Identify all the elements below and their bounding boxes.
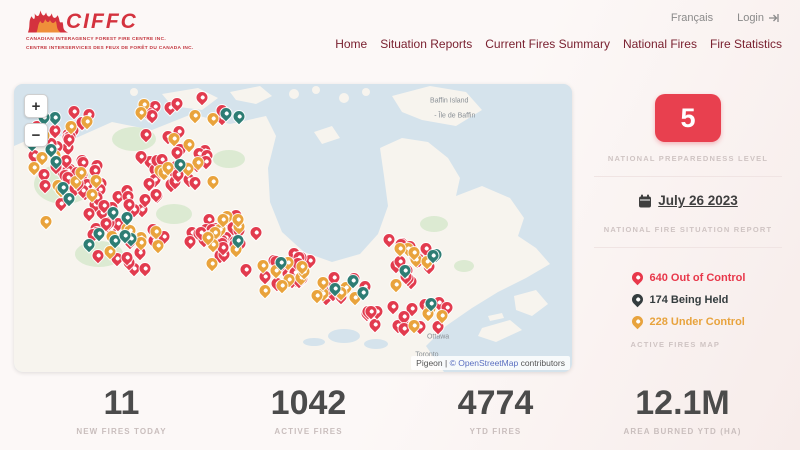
preparedness-section: 5 NATIONAL PREPAREDNESS LEVEL bbox=[586, 88, 790, 176]
calendar-icon bbox=[639, 194, 652, 207]
top-utility-links: Français Login bbox=[671, 12, 780, 24]
fire-marker[interactable] bbox=[36, 178, 53, 194]
login-icon bbox=[769, 14, 779, 22]
stat-ytd-fires-value: 4774 bbox=[457, 384, 534, 422]
out-of-control-pin-icon bbox=[629, 269, 645, 285]
legend-out-of-control: 640 Out of Control bbox=[629, 269, 746, 286]
preparedness-label: NATIONAL PREPAREDNESS LEVEL bbox=[607, 154, 769, 163]
logo-subtitle-en: CANADIAN INTERAGENCY FOREST FIRE CENTRE … bbox=[26, 37, 166, 42]
stat-new-fires-label: NEW FIRES TODAY bbox=[76, 427, 167, 436]
fire-marker[interactable] bbox=[247, 224, 264, 241]
stat-new-fires-value: 11 bbox=[103, 384, 140, 422]
fire-marker[interactable] bbox=[38, 213, 54, 230]
stat-ytd-fires: 4774 YTD FIRES bbox=[402, 384, 589, 436]
preparedness-level-badge: 5 bbox=[655, 94, 721, 142]
ciffc-logo[interactable]: CIFFC CANADIAN INTERAGENCY FOREST FIRE C… bbox=[26, 8, 216, 52]
legend-under-control: 228 Under Control bbox=[629, 313, 746, 330]
under-control-pin-icon bbox=[629, 313, 645, 329]
logo-subtitle-fr: CENTRE INTERSERVICES DES FEUX DE FORÊT D… bbox=[26, 46, 194, 52]
stat-active-fires-value: 1042 bbox=[270, 384, 347, 422]
map-place-label: Toronto bbox=[415, 351, 439, 359]
login-label: Login bbox=[737, 12, 764, 24]
active-fires-map-label: ACTIVE FIRES MAP bbox=[630, 339, 721, 349]
nav-national-fires[interactable]: National Fires bbox=[622, 37, 697, 51]
stat-active-fires: 1042 ACTIVE FIRES bbox=[215, 384, 402, 436]
nav-fire-statistics[interactable]: Fire Statistics bbox=[709, 37, 782, 51]
fire-marker[interactable] bbox=[238, 261, 255, 277]
stat-area-burned: 12.1M AREA BURNED YTD (HA) bbox=[589, 384, 776, 436]
fire-marker[interactable] bbox=[231, 108, 248, 125]
status-sidebar: 5 NATIONAL PREPAREDNESS LEVEL July 26 20… bbox=[586, 88, 790, 365]
situation-report-label: NATIONAL FIRE SITUATION REPORT bbox=[603, 224, 773, 234]
legend-under-control-text: 228 Under Control bbox=[649, 316, 745, 328]
fire-marker[interactable] bbox=[137, 126, 154, 142]
nav-home[interactable]: Home bbox=[335, 37, 368, 51]
map-place-label: - Île de Baffin bbox=[434, 112, 476, 120]
login-link[interactable]: Login bbox=[737, 12, 780, 24]
stat-area-burned-label: AREA BURNED YTD (HA) bbox=[623, 427, 742, 436]
nav-current-fires-summary[interactable]: Current Fires Summary bbox=[485, 37, 610, 51]
sidebar-divider bbox=[594, 176, 782, 177]
stat-active-fires-label: ACTIVE FIRES bbox=[274, 427, 343, 436]
logo-title: CIFFC bbox=[66, 10, 138, 33]
situation-report-section: July 26 2023 NATIONAL FIRE SITUATION REP… bbox=[586, 177, 790, 247]
map-attribution: Pigeon | © OpenStreetMap contributors bbox=[411, 356, 570, 370]
national-stats-row: 11 NEW FIRES TODAY 1042 ACTIVE FIRES 477… bbox=[28, 384, 776, 436]
attribution-suffix: contributors bbox=[518, 358, 565, 368]
active-fires-map[interactable]: Baffin Island - Île de Baffin Ottawa Toront… bbox=[14, 84, 572, 372]
stat-ytd-fires-label: YTD FIRES bbox=[469, 427, 522, 436]
nav-situation-reports[interactable]: Situation Reports bbox=[380, 37, 473, 51]
main-navigation: Home Situation Reports Current Fires Sum… bbox=[335, 37, 782, 51]
legend-being-held: 174 Being Held bbox=[629, 291, 746, 308]
legend-being-held-text: 174 Being Held bbox=[649, 294, 729, 306]
zoom-out-button[interactable]: − bbox=[24, 123, 48, 147]
map-place-label: Ottawa bbox=[426, 333, 450, 341]
stat-new-fires: 11 NEW FIRES TODAY bbox=[28, 384, 215, 436]
fire-marker[interactable] bbox=[187, 107, 204, 124]
openstreetmap-link[interactable]: © OpenStreetMap bbox=[449, 358, 519, 368]
map-place-label: Baffin Island bbox=[430, 97, 469, 105]
situation-report-date: July 26 2023 bbox=[658, 193, 738, 208]
fire-legend-section: 640 Out of Control 174 Being Held 228 Un… bbox=[586, 248, 790, 365]
language-toggle[interactable]: Français bbox=[670, 12, 714, 24]
sidebar-divider bbox=[594, 246, 782, 248]
zoom-in-button[interactable]: + bbox=[24, 94, 48, 118]
map-zoom-controls: + − bbox=[24, 94, 48, 147]
fire-marker[interactable] bbox=[205, 173, 221, 189]
flame-icon bbox=[27, 10, 69, 33]
stat-area-burned-value: 12.1M bbox=[635, 384, 730, 422]
situation-report-date-link[interactable]: July 26 2023 bbox=[638, 193, 738, 208]
marker-layer: Baffin Island - Île de Baffin Ottawa Toront… bbox=[14, 84, 572, 372]
fire-marker[interactable] bbox=[194, 89, 210, 106]
being-held-pin-icon bbox=[629, 291, 645, 307]
attribution-prefix: Pigeon | bbox=[416, 358, 450, 368]
fire-marker[interactable] bbox=[137, 261, 153, 277]
fire-marker[interactable] bbox=[367, 317, 384, 333]
legend-out-of-control-text: 640 Out of Control bbox=[649, 272, 746, 284]
fire-marker[interactable] bbox=[256, 282, 273, 298]
